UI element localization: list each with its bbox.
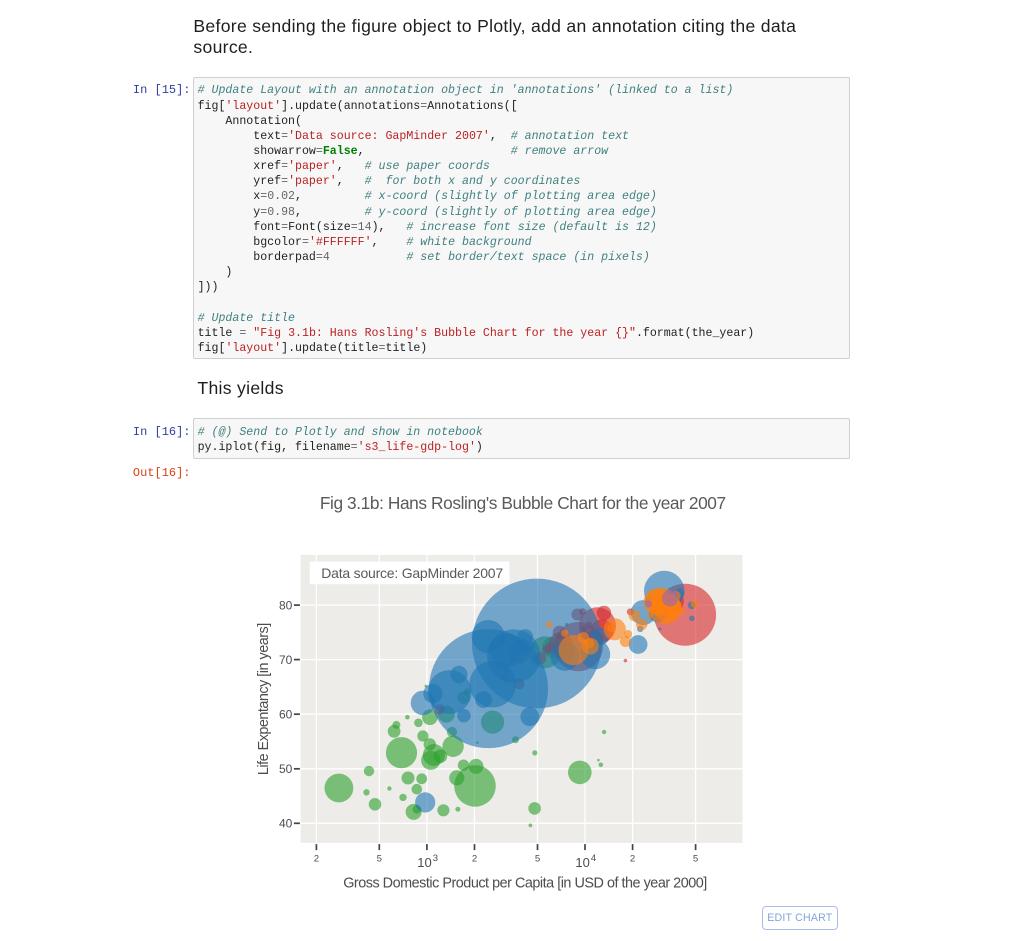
svg-text:10: 10 xyxy=(575,855,589,870)
svg-text:50: 50 xyxy=(279,762,293,776)
svg-text:10: 10 xyxy=(417,855,431,870)
svg-text:80: 80 xyxy=(279,598,293,612)
svg-text:Gross Domestic Product per Cap: Gross Domestic Product per Capita [in US… xyxy=(343,876,707,892)
svg-text:2: 2 xyxy=(472,854,477,865)
svg-text:5: 5 xyxy=(535,854,540,865)
svg-text:4: 4 xyxy=(591,853,596,864)
svg-text:2: 2 xyxy=(314,854,319,865)
svg-text:60: 60 xyxy=(279,708,293,722)
svg-text:70: 70 xyxy=(279,653,293,667)
svg-text:5: 5 xyxy=(377,854,382,865)
svg-text:Fig 3.1b: Hans Rosling's Bubbl: Fig 3.1b: Hans Rosling's Bubble Chart fo… xyxy=(320,493,726,513)
svg-text:2: 2 xyxy=(630,854,635,865)
svg-text:5: 5 xyxy=(693,854,698,865)
svg-text:3: 3 xyxy=(433,853,438,864)
svg-text:40: 40 xyxy=(279,817,293,831)
svg-text:Data source: GapMinder 2007: Data source: GapMinder 2007 xyxy=(321,565,503,581)
svg-text:Life Expentancy [in years]: Life Expentancy [in years] xyxy=(256,623,272,775)
